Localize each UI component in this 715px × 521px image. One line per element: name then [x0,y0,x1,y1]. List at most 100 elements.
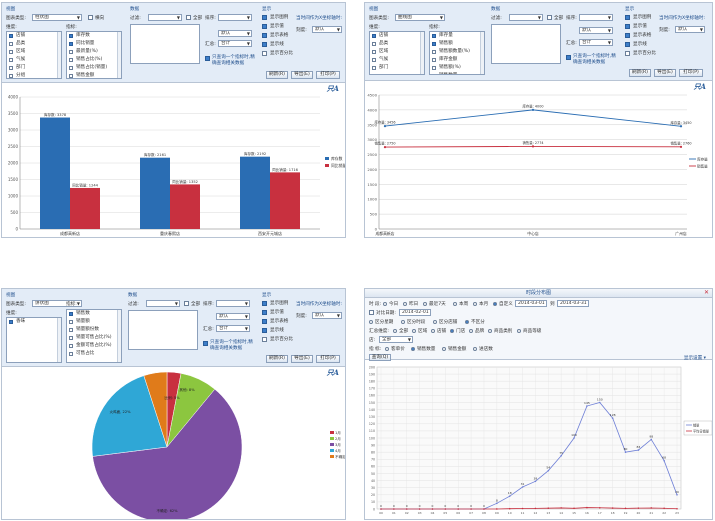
print-button[interactable]: 打印(P) [316,355,340,363]
list-item[interactable]: 可售占比 [67,350,121,358]
list-item[interactable]: 销售占比(%) [67,56,121,64]
radio-icon[interactable] [403,302,407,306]
list-item[interactable]: 销售额(%) [430,64,484,72]
dimension-list[interactable]: 店铺 品类 区域 气候 部门 分组 [6,31,62,79]
all-checkbox[interactable] [547,15,552,20]
checkbox-icon[interactable] [432,74,436,75]
checkbox-icon[interactable] [625,33,630,38]
checkbox-icon[interactable] [372,42,376,46]
display-option[interactable]: 显示图例 [262,14,293,23]
sort-select[interactable]: ▼ [579,14,613,21]
list-item[interactable]: 最新量(%) [67,48,121,56]
display-settings-link[interactable]: 显示设置 ▾ [683,356,706,361]
scrollbar[interactable] [420,32,424,74]
display-option[interactable]: 显示图例 [262,300,293,309]
checkbox-icon[interactable] [9,50,13,54]
list-item[interactable]: 区域 [7,48,61,56]
dimension-list[interactable]: 香味 [6,317,62,363]
display-option[interactable]: 显示百分比 [262,336,293,345]
precision-select[interactable]: 默认 ▼ [312,312,342,319]
combine-checkbox[interactable] [566,55,571,60]
display-option[interactable]: 显示线 [262,41,293,50]
chart-type-select[interactable]: 饼状图 ▼ [32,300,82,307]
refresh-button[interactable]: 刷新(R) [266,355,288,363]
filter-select[interactable]: ▼ [146,300,180,307]
radio-icon[interactable] [473,347,477,351]
radio-icon[interactable] [369,320,373,324]
list-item[interactable]: 部门 [370,64,424,72]
radio-icon[interactable] [385,347,389,351]
checkbox-icon[interactable] [262,310,267,315]
radio-icon[interactable] [431,329,435,333]
checkbox-icon[interactable] [262,42,267,47]
display-option[interactable]: 显示线 [625,41,656,50]
checkbox-icon[interactable] [69,328,73,332]
checkbox-icon[interactable] [69,312,73,316]
radio-icon[interactable] [465,320,469,324]
display-option[interactable]: 显示值 [262,23,293,32]
list-item[interactable]: 分组 [7,72,61,78]
scrollbar[interactable] [117,32,121,78]
indicator-list[interactable]: 库存数 同比销量 最新量(%) 销售占比(%) 销售占比(销量) 销售金额 [66,31,122,79]
display-option[interactable]: 显示表格 [262,318,293,327]
sort-order-select[interactable]: 默认 ▼ [218,30,252,37]
list-item[interactable]: 香味 [7,318,61,326]
date-from-input[interactable]: 2014-03-01 [515,300,547,307]
checkbox-icon[interactable] [262,319,267,324]
radio-icon[interactable] [393,329,397,333]
checkbox-icon[interactable] [9,58,13,62]
precision-select[interactable]: 默认 ▼ [312,26,342,33]
list-item[interactable]: 销量额 [67,318,121,326]
checkbox-icon[interactable] [625,42,630,47]
radio-icon[interactable] [411,347,415,351]
checkbox-icon[interactable] [262,301,267,306]
radio-icon[interactable] [469,329,473,333]
filter-list[interactable] [491,24,561,64]
radio-icon[interactable] [401,320,405,324]
compare-checkbox[interactable] [369,310,374,315]
checkbox-icon[interactable] [69,336,73,340]
print-button[interactable]: 打印(P) [316,71,340,79]
checkbox-icon[interactable] [625,15,630,20]
radio-icon[interactable] [517,329,521,333]
list-item[interactable]: 品类 [7,40,61,48]
radio-icon[interactable] [442,347,446,351]
list-item[interactable]: 销售数量 [430,72,484,75]
checkbox-icon[interactable] [262,328,267,333]
checkbox-icon[interactable] [625,51,630,56]
checkbox-icon[interactable] [69,50,73,54]
list-item[interactable]: 库存量 [430,32,484,40]
list-item[interactable]: 气候 [7,56,61,64]
filter-list[interactable] [130,24,200,64]
checkbox-icon[interactable] [9,74,13,78]
radio-icon[interactable] [488,329,492,333]
radio-icon[interactable] [433,320,437,324]
indicator-list[interactable]: 销售数 销量额 销量额份数 销量可售占比(%) 金额可售占比(%) 可售占比 [66,309,122,363]
combine-checkbox[interactable] [205,56,210,61]
checkbox-icon[interactable] [372,50,376,54]
list-item[interactable]: 销售金额 [67,72,121,78]
checkbox-icon[interactable] [432,42,436,46]
checkbox-icon[interactable] [9,34,13,38]
filter-select[interactable]: ▼ [148,14,182,21]
scrollbar[interactable] [480,32,484,74]
list-item[interactable]: 区域 [370,48,424,56]
radio-icon[interactable] [450,329,454,333]
refresh-button[interactable]: 刷新(R) [266,71,288,79]
list-item[interactable]: 店铺 [7,32,61,40]
aggregate-select[interactable]: 合计 ▼ [579,39,613,46]
scrollbar[interactable] [117,310,121,362]
export-button[interactable]: 导出(E) [291,355,313,363]
export-button[interactable]: 导出(E) [291,71,313,79]
checkbox-icon[interactable] [372,34,376,38]
checkbox-icon[interactable] [9,42,13,46]
display-option[interactable]: 显示图例 [625,14,656,23]
checkbox-icon[interactable] [262,33,267,38]
close-icon[interactable]: ✕ [703,289,709,296]
chart-type-select[interactable]: 柱状图 ▼ [32,14,82,21]
scrollbar[interactable] [57,32,61,78]
checkbox-icon[interactable] [69,74,73,78]
radio-icon[interactable] [453,302,457,306]
list-item[interactable]: 部门 [7,64,61,72]
checkbox-icon[interactable] [372,66,376,70]
